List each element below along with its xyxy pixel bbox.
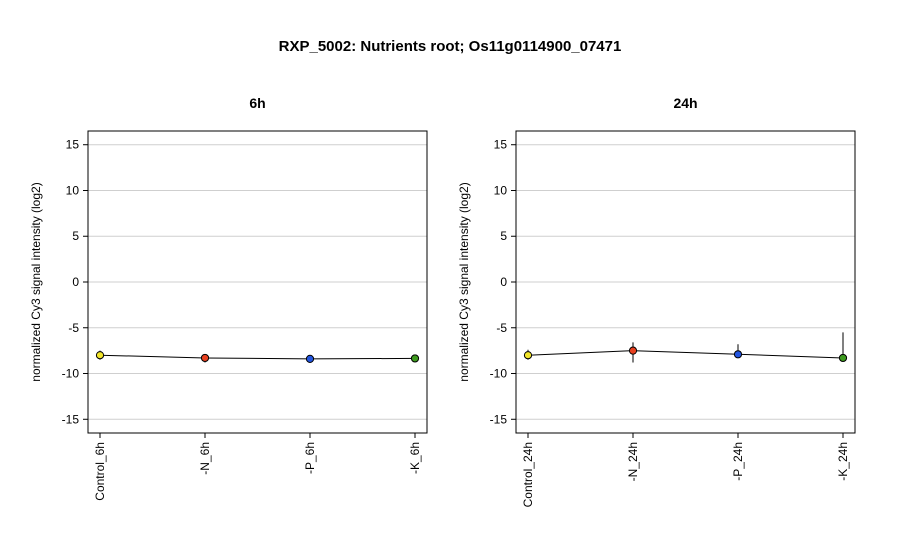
x-tick-label: -P_24h [731, 442, 745, 481]
y-tick-label: 10 [66, 183, 80, 197]
series-line [99, 354, 416, 360]
data-point [200, 353, 210, 363]
x-tick-label: Control_24h [521, 442, 535, 507]
y-tick-label: -10 [490, 367, 508, 381]
x-tick-label: -P_6h [303, 442, 317, 474]
panel-title: 6h [249, 95, 265, 111]
data-point [838, 353, 848, 363]
x-tick-label: Control_6h [93, 442, 107, 501]
y-tick-label: 5 [72, 229, 79, 243]
y-tick-label: 0 [72, 275, 79, 289]
y-tick-label: 0 [500, 275, 507, 289]
y-tick-label: -10 [62, 367, 80, 381]
chart-panel-0: 6h -15 -10 -5 0 5 10 15 normalized Cy3 signal in… [29, 95, 428, 501]
data-point [410, 354, 420, 363]
data-point [95, 351, 105, 360]
chart-panel-1: 24h -15 -10 -5 0 5 10 15 normalized Cy3 signal i… [457, 95, 856, 507]
data-point [628, 346, 638, 355]
y-axis-label: normalized Cy3 signal intensity (log2) [29, 182, 43, 381]
data-point [733, 350, 743, 359]
y-tick-label: -5 [496, 321, 507, 335]
y-tick-label: 5 [500, 229, 507, 243]
y-tick-label: -15 [62, 412, 80, 426]
x-tick-label: -N_24h [626, 442, 640, 481]
y-tick-label: 15 [66, 138, 80, 152]
x-tick-label: -K_6h [408, 442, 422, 474]
x-tick-label: -N_6h [198, 442, 212, 475]
x-tick-label: -K_24h [836, 442, 850, 481]
chart-main-title: RXP_5002: Nutrients root; Os11g0114900_0… [278, 38, 622, 55]
y-tick-label: 10 [494, 183, 508, 197]
y-tick-label: -5 [68, 321, 79, 335]
data-point [305, 354, 315, 363]
series-line [527, 350, 844, 359]
panel-title: 24h [673, 95, 697, 111]
data-point [523, 351, 533, 360]
y-tick-label: -15 [490, 412, 508, 426]
y-tick-label: 15 [494, 138, 508, 152]
y-axis-label: normalized Cy3 signal intensity (log2) [457, 182, 471, 381]
